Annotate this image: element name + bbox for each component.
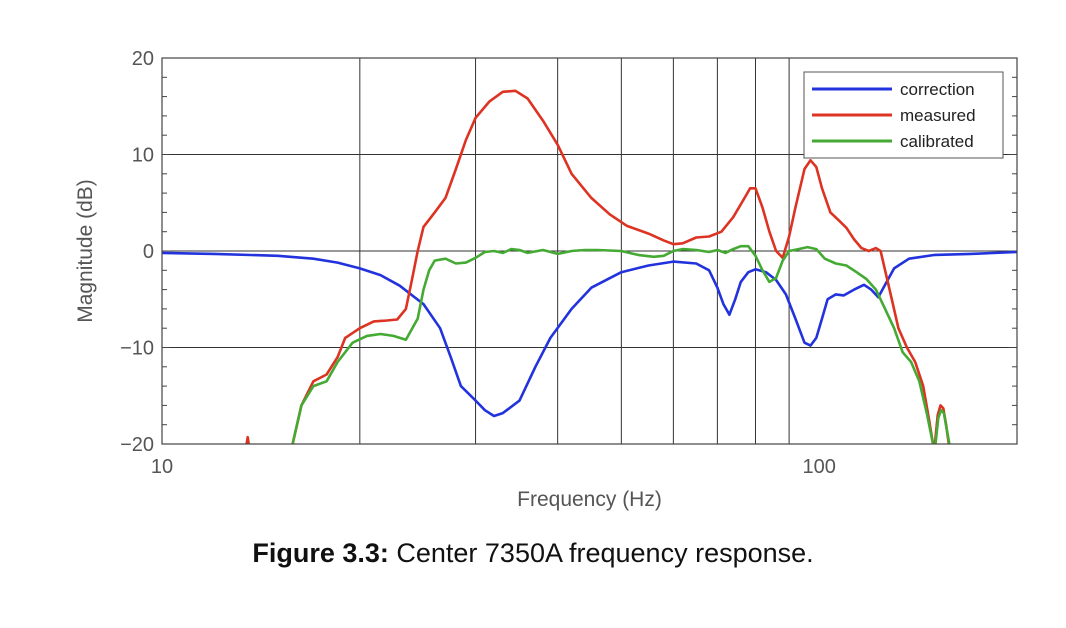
figure-caption-label: Figure 3.3: — [252, 538, 389, 568]
legend-label-correction: correction — [900, 80, 975, 99]
y-tick-label: 0 — [143, 241, 154, 263]
legend: correction measured calibrated — [803, 71, 1004, 159]
legend-label-measured: measured — [900, 106, 976, 125]
series-lines — [162, 89, 1017, 444]
y-axis-label: Magnitude (dB) — [74, 179, 97, 323]
x-tick-label: 10 — [151, 456, 173, 478]
tick-labels: −20 −10 0 10 20 10 100 — [120, 48, 836, 478]
y-tick-label: −20 — [120, 434, 154, 456]
y-tick-label: 20 — [132, 48, 154, 70]
series-line-peak-fragment-calibrated — [934, 408, 951, 444]
series-line-calibrated — [291, 244, 935, 444]
frequency-response-chart: −20 −10 0 10 20 10 100 Frequency (Hz) Magnitud… — [74, 48, 1018, 511]
legend-label-calibrated: calibrated — [900, 132, 974, 151]
x-axis-label: Frequency (Hz) — [517, 488, 662, 511]
series-line-measured — [291, 89, 935, 444]
plot-frame — [161, 57, 1018, 445]
y-tick-label: −10 — [120, 338, 154, 360]
y-tick-label: 10 — [132, 145, 154, 167]
series-line-measured-fragment — [245, 435, 250, 444]
figure-caption: Figure 3.3: Center 7350A frequency respo… — [0, 538, 1066, 569]
figure-caption-text: Center 7350A frequency response. — [388, 538, 814, 568]
x-tick-label: 100 — [802, 456, 835, 478]
series-line-correction — [162, 250, 1017, 418]
